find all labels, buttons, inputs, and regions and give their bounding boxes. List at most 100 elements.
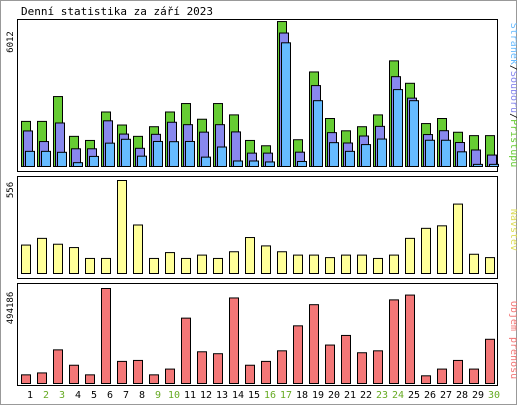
bar-pages-day-9 — [153, 140, 163, 167]
x-label-day-1: 1 — [27, 390, 33, 401]
bar-pages-day-15 — [249, 160, 259, 168]
bar-pages-day-17 — [281, 42, 291, 168]
bar-pages-day-6 — [105, 142, 115, 167]
bar-pages-day-10 — [169, 141, 179, 167]
bar-visits-day-28 — [453, 203, 463, 274]
x-label-day-15: 15 — [248, 390, 260, 401]
bar-kbytes-day-8 — [133, 359, 143, 384]
x-label-day-10: 10 — [168, 390, 180, 401]
bar-visits-day-29 — [469, 253, 479, 274]
x-label-day-17: 17 — [280, 390, 292, 401]
x-label-day-3: 3 — [59, 390, 65, 401]
bar-kbytes-day-18 — [293, 325, 303, 384]
bar-pages-day-7 — [121, 138, 131, 168]
bar-visits-day-21 — [341, 254, 351, 275]
x-axis-day-labels: 1 2 3 4 5 6 7 8 9 10 11 12 13 14 15 16 17 18 19 20 21 22 23 24 2… — [27, 390, 500, 401]
bar-kbytes-day-26 — [421, 375, 431, 384]
bar-kbytes-day-27 — [437, 368, 447, 384]
bar-pages-day-14 — [233, 160, 243, 168]
bar-kbytes-day-28 — [453, 359, 463, 384]
bar-visits-day-27 — [437, 225, 447, 274]
bar-visits-day-15 — [245, 237, 255, 274]
bar-visits-day-26 — [421, 227, 431, 275]
x-label-day-21: 21 — [344, 390, 356, 401]
panel-top-ymax-label: 6012 — [6, 31, 16, 53]
bar-kbytes-day-14 — [229, 297, 239, 385]
x-label-day-29: 29 — [472, 390, 484, 401]
bar-kbytes-day-12 — [197, 351, 207, 384]
x-label-day-7: 7 — [123, 390, 129, 401]
x-label-day-2: 2 — [43, 390, 49, 401]
x-label-day-5: 5 — [91, 390, 97, 401]
bar-pages-day-13 — [217, 146, 227, 167]
bar-visits-day-17 — [277, 251, 287, 275]
x-label-day-11: 11 — [184, 390, 196, 401]
bar-pages-day-28 — [457, 151, 467, 167]
bar-pages-day-25 — [409, 100, 419, 167]
bar-visits-day-9 — [149, 257, 159, 275]
legend-separator: / — [508, 113, 517, 119]
bar-kbytes-day-15 — [245, 364, 255, 384]
bar-kbytes-day-22 — [357, 352, 367, 384]
bar-kbytes-day-4 — [69, 364, 79, 384]
x-label-day-16: 16 — [264, 390, 276, 401]
bar-pages-day-18 — [297, 160, 307, 167]
x-label-day-28: 28 — [456, 390, 468, 401]
bar-kbytes-day-17 — [277, 350, 287, 385]
x-label-day-4: 4 — [75, 390, 81, 401]
bar-pages-day-5 — [89, 155, 99, 168]
bar-visits-day-30 — [485, 257, 495, 274]
bar-pages-day-16 — [265, 161, 275, 168]
bar-kbytes-day-19 — [309, 304, 319, 385]
bar-visits-day-10 — [165, 252, 175, 274]
legend-pages: Stránek — [508, 23, 517, 65]
bar-visits-day-11 — [181, 257, 191, 275]
legend-hits: Přístupů — [508, 119, 517, 167]
bar-kbytes-day-30 — [485, 338, 495, 385]
legend-separator: / — [508, 65, 517, 71]
panel-bottom-frame — [17, 283, 498, 386]
bar-pages-day-3 — [57, 151, 67, 168]
bar-pages-day-21 — [345, 150, 355, 168]
bar-pages-day-20 — [329, 142, 339, 167]
bar-visits-day-16 — [261, 245, 271, 274]
x-label-day-13: 13 — [216, 390, 228, 401]
x-label-day-25: 25 — [408, 390, 420, 401]
panel-middle-bars — [21, 180, 495, 275]
bar-pages-day-26 — [425, 139, 435, 168]
x-label-day-24: 24 — [392, 390, 404, 401]
legend-visits: Návštěv — [508, 209, 517, 251]
x-label-day-26: 26 — [424, 390, 436, 401]
bar-pages-day-27 — [441, 139, 451, 168]
bar-pages-day-4 — [73, 162, 83, 168]
bar-visits-day-23 — [373, 257, 383, 275]
panel-bottom: 494186 Objem přenosu — [6, 283, 517, 386]
panel-top: 6012 Stránek/Souborů/Přístupů — [6, 19, 517, 172]
bar-visits-day-14 — [229, 251, 239, 275]
panel-top-legend: Stránek/Souborů/Přístupů — [508, 23, 517, 168]
bar-visits-day-25 — [405, 237, 415, 274]
bar-visits-day-13 — [213, 257, 223, 275]
bar-visits-day-8 — [133, 224, 143, 275]
bar-kbytes-day-23 — [373, 350, 383, 385]
bar-kbytes-day-11 — [181, 317, 191, 384]
x-label-day-14: 14 — [232, 390, 244, 401]
bar-visits-day-20 — [325, 257, 335, 274]
bar-pages-day-24 — [393, 89, 403, 167]
legend-kbytes: Objem přenosu — [508, 301, 517, 379]
panel-bottom-bars — [21, 288, 495, 385]
bar-kbytes-day-3 — [53, 349, 63, 385]
bar-visits-day-6 — [101, 257, 111, 275]
x-label-day-6: 6 — [107, 390, 113, 401]
bar-kbytes-day-24 — [389, 299, 399, 384]
bar-visits-day-2 — [37, 237, 47, 274]
bar-visits-day-24 — [389, 254, 399, 275]
panel-bottom-ymax-label: 494186 — [6, 292, 16, 325]
x-label-day-18: 18 — [296, 390, 308, 401]
bar-pages-day-29 — [473, 163, 483, 167]
bar-pages-day-19 — [313, 100, 323, 167]
bar-visits-day-1 — [21, 244, 31, 274]
x-label-day-20: 20 — [328, 390, 340, 401]
chart-title: Denní statistika za září 2023 — [21, 5, 213, 18]
